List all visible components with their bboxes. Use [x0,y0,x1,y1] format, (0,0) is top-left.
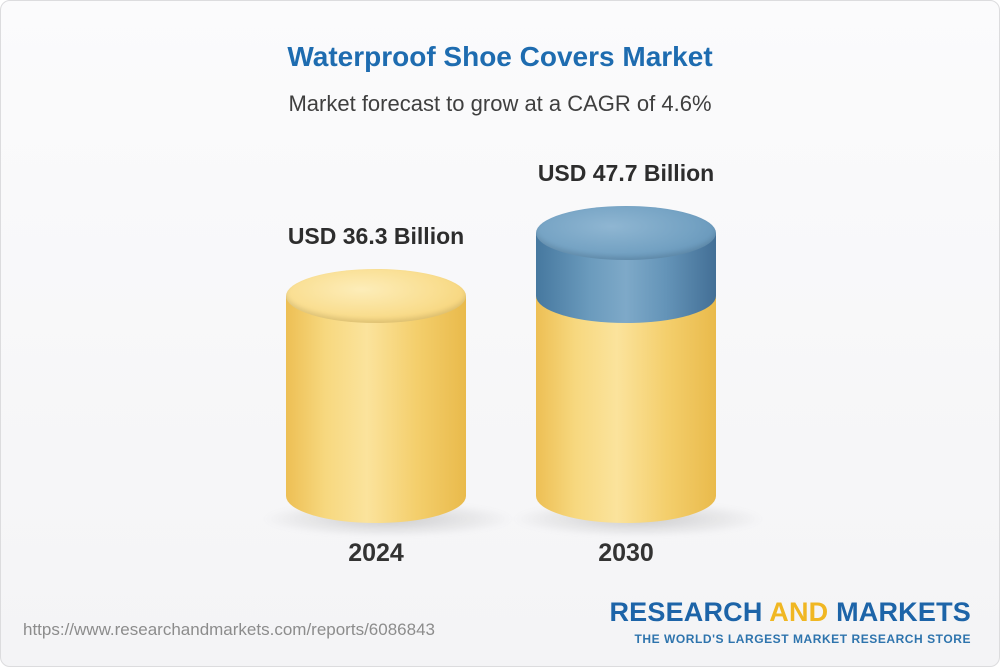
research-and-markets-logo: RESEARCH AND MARKETS THE WORLD'S LARGEST… [609,597,971,646]
cylinder-top-2024 [286,269,466,323]
report-url[interactable]: https://www.researchandmarkets.com/repor… [23,620,435,639]
logo-tagline: THE WORLD'S LARGEST MARKET RESEARCH STOR… [634,632,971,646]
chart-subtitle: Market forecast to grow at a CAGR of 4.6… [288,91,712,116]
category-label-2024: 2024 [348,539,404,567]
cylinder-bar-chart: USD 36.3 Billion 2024 USD 47.7 Billion 2030 [1,131,999,601]
value-label-2024: USD 36.3 Billion [287,223,465,249]
logo-word-markets: MARKETS [836,597,971,627]
cylinder-segment-gold-2030 [536,296,716,523]
chart-header: Waterproof Shoe Covers Market Market for… [1,1,999,117]
cylinder-segment-gold-2024 [286,296,466,523]
cylinder-top-2030 [536,206,716,261]
category-label-2030: 2030 [598,539,654,567]
value-label-2030: USD 47.7 Billion [537,160,715,187]
logo-word-and: AND [769,597,829,627]
chart-title: Waterproof Shoe Covers Market [287,41,713,72]
logo-word-research: RESEARCH [609,597,763,627]
logo-wordmark: RESEARCH AND MARKETS [609,597,971,628]
